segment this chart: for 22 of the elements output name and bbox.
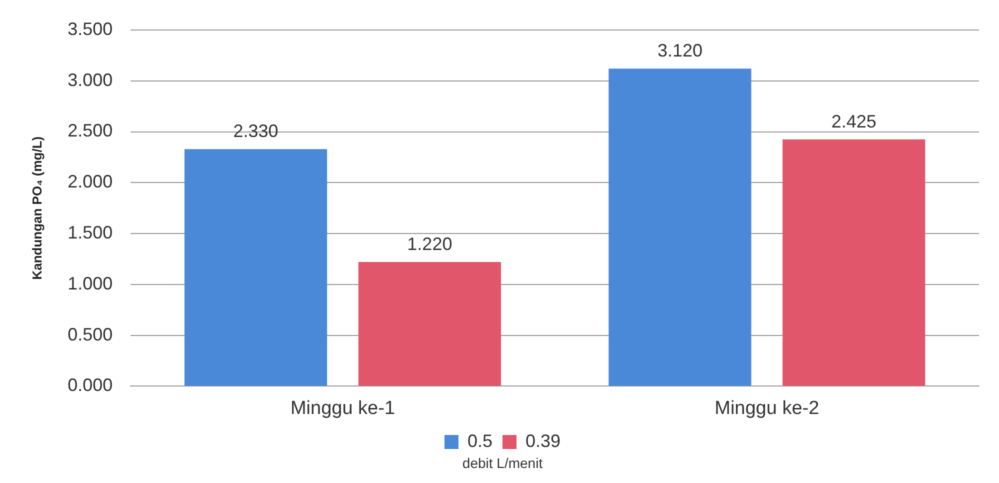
data-label: 1.220 bbox=[407, 234, 452, 254]
x-tick-label: Minggu ke-2 bbox=[714, 398, 820, 419]
legend-title: debit L/menit bbox=[462, 454, 543, 471]
y-tick-label: 2.000 bbox=[68, 172, 113, 192]
bar bbox=[358, 262, 501, 386]
data-label: 2.330 bbox=[233, 121, 278, 142]
legend-label: 0.5 bbox=[467, 430, 493, 451]
y-tick-label: 0.500 bbox=[68, 324, 113, 344]
bar bbox=[608, 68, 752, 386]
y-tick-label: 3.000 bbox=[68, 70, 113, 90]
bar bbox=[782, 139, 926, 386]
y-tick-label: 0.000 bbox=[68, 375, 113, 396]
y-axis-title: Kandungan PO₄ (mg/L) bbox=[29, 136, 44, 280]
y-tick-label: 3.500 bbox=[68, 18, 113, 39]
legend-label: 0.39 bbox=[525, 430, 561, 451]
y-tick-label: 1.500 bbox=[68, 222, 113, 243]
y-tick-label: 1.000 bbox=[68, 273, 113, 294]
data-label: 2.425 bbox=[831, 111, 876, 132]
y-tick-label: 2.500 bbox=[68, 120, 113, 141]
bar bbox=[184, 149, 328, 386]
x-tick-label: Minggu ke-1 bbox=[290, 398, 396, 419]
data-label: 3.120 bbox=[657, 40, 702, 61]
